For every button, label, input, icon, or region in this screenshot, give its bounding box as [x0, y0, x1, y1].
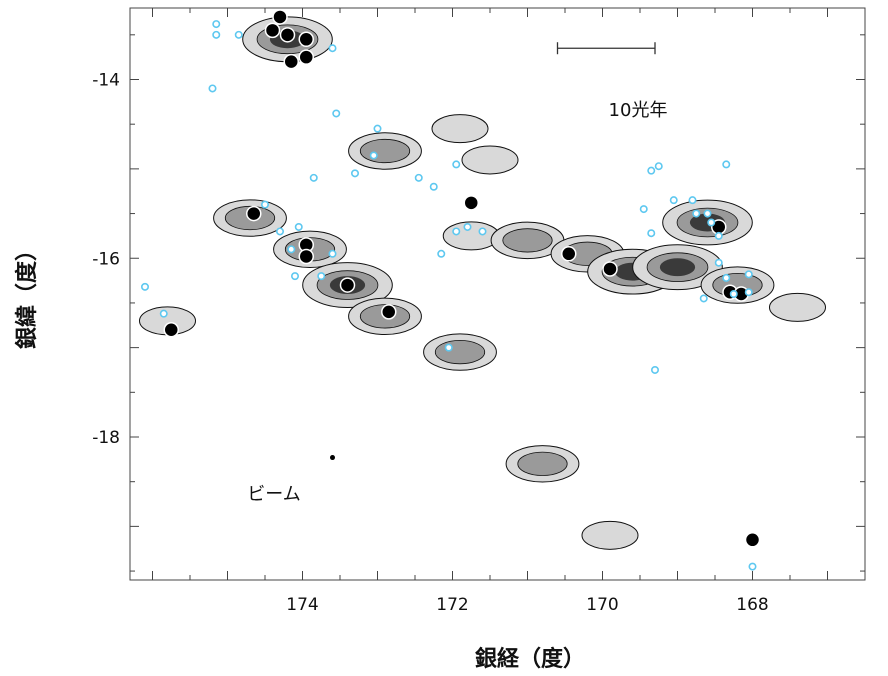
- filled-source-marker: [339, 277, 356, 293]
- open-source-marker: [722, 160, 731, 169]
- y-tick-label: -16: [92, 249, 120, 269]
- filled-source-marker: [279, 27, 296, 43]
- open-source-marker: [744, 288, 753, 297]
- cloud-middle: [502, 228, 553, 253]
- filled-source-marker: [283, 53, 299, 70]
- open-source-marker: [159, 309, 168, 318]
- x-tick-label: 172: [436, 595, 468, 615]
- open-source-marker: [707, 218, 716, 227]
- cloud-middle: [359, 138, 411, 164]
- open-source-marker: [369, 151, 378, 160]
- open-source-marker: [287, 245, 296, 254]
- open-source-marker: [260, 200, 269, 209]
- x-tick-label: 170: [586, 595, 618, 615]
- cloud-outer: [431, 114, 489, 144]
- open-source-marker: [212, 20, 221, 29]
- filled-source-marker: [246, 205, 262, 222]
- open-source-marker: [463, 222, 472, 231]
- open-source-marker: [714, 258, 723, 267]
- cloud-outer: [461, 145, 519, 175]
- filled-source-marker: [298, 49, 314, 65]
- open-source-marker: [699, 294, 708, 303]
- scale-bar-label: 10光年: [609, 100, 668, 121]
- cloud-layer: [139, 16, 826, 550]
- x-tick-label: 168: [736, 595, 768, 615]
- open-source-marker: [350, 169, 359, 178]
- open-source-marker: [650, 365, 659, 374]
- open-source-marker: [748, 562, 757, 571]
- open-source-marker: [647, 166, 656, 175]
- filled-source-marker: [264, 22, 281, 39]
- open-source-marker: [703, 209, 712, 218]
- filled-source-marker: [561, 246, 577, 262]
- filled-source-marker: [272, 9, 288, 25]
- x-tick-label: 174: [286, 595, 318, 615]
- ticks-layer: 174 172 170 168 -14 -16 -18: [92, 8, 866, 615]
- open-source-marker: [328, 249, 337, 258]
- open-source-marker: [309, 173, 318, 182]
- filled-source-marker: [463, 195, 479, 211]
- open-source-marker: [317, 272, 326, 281]
- open-source-marker: [141, 282, 150, 291]
- open-source-marker: [275, 227, 284, 236]
- open-source-marker: [654, 162, 663, 171]
- open-source-marker: [444, 343, 453, 352]
- filled-source-marker: [298, 248, 314, 265]
- open-source-marker: [328, 44, 337, 53]
- filled-source-marker: [163, 322, 179, 338]
- open-source-marker: [692, 209, 701, 218]
- open-source-marker: [414, 173, 423, 182]
- cloud-core: [659, 258, 696, 277]
- open-source-marker: [647, 229, 656, 238]
- open-source-marker: [744, 270, 753, 279]
- filled-source-marker: [744, 532, 761, 548]
- y-axis-title: 銀緯（度）: [14, 239, 40, 349]
- open-source-marker: [437, 249, 446, 258]
- open-source-marker: [639, 205, 648, 214]
- open-source-marker: [688, 196, 697, 205]
- cloud-middle: [517, 451, 568, 476]
- open-source-marker: [452, 160, 461, 169]
- beam-label: ビーム: [247, 484, 300, 505]
- filled-source-marker: [298, 31, 314, 48]
- open-source-marker: [722, 273, 731, 282]
- open-source-marker: [478, 227, 487, 236]
- open-source-marker: [208, 84, 217, 93]
- beam-marker: [330, 455, 335, 461]
- open-source-marker: [212, 30, 221, 39]
- open-source-marker: [373, 124, 382, 133]
- cloud-middle: [434, 339, 486, 365]
- open-source-marker: [429, 182, 438, 191]
- open-source-marker: [234, 30, 243, 39]
- y-tick-label: -14: [92, 71, 120, 91]
- open-source-marker: [714, 231, 723, 240]
- plot-frame: [129, 7, 866, 581]
- cloud-outer: [769, 292, 826, 322]
- y-tick-label: -18: [92, 428, 120, 448]
- open-source-marker: [729, 289, 738, 298]
- open-source-marker: [669, 196, 678, 205]
- open-source-marker: [294, 222, 303, 231]
- points-layer: [141, 9, 761, 571]
- open-source-marker: [452, 227, 461, 236]
- cloud-outer: [581, 520, 639, 550]
- filled-source-marker: [602, 261, 618, 277]
- annotation-layer: [330, 42, 656, 461]
- open-source-marker: [332, 109, 341, 118]
- open-source-marker: [290, 272, 299, 281]
- filled-source-marker: [381, 304, 397, 320]
- x-axis-title: 銀経（度）: [475, 646, 585, 672]
